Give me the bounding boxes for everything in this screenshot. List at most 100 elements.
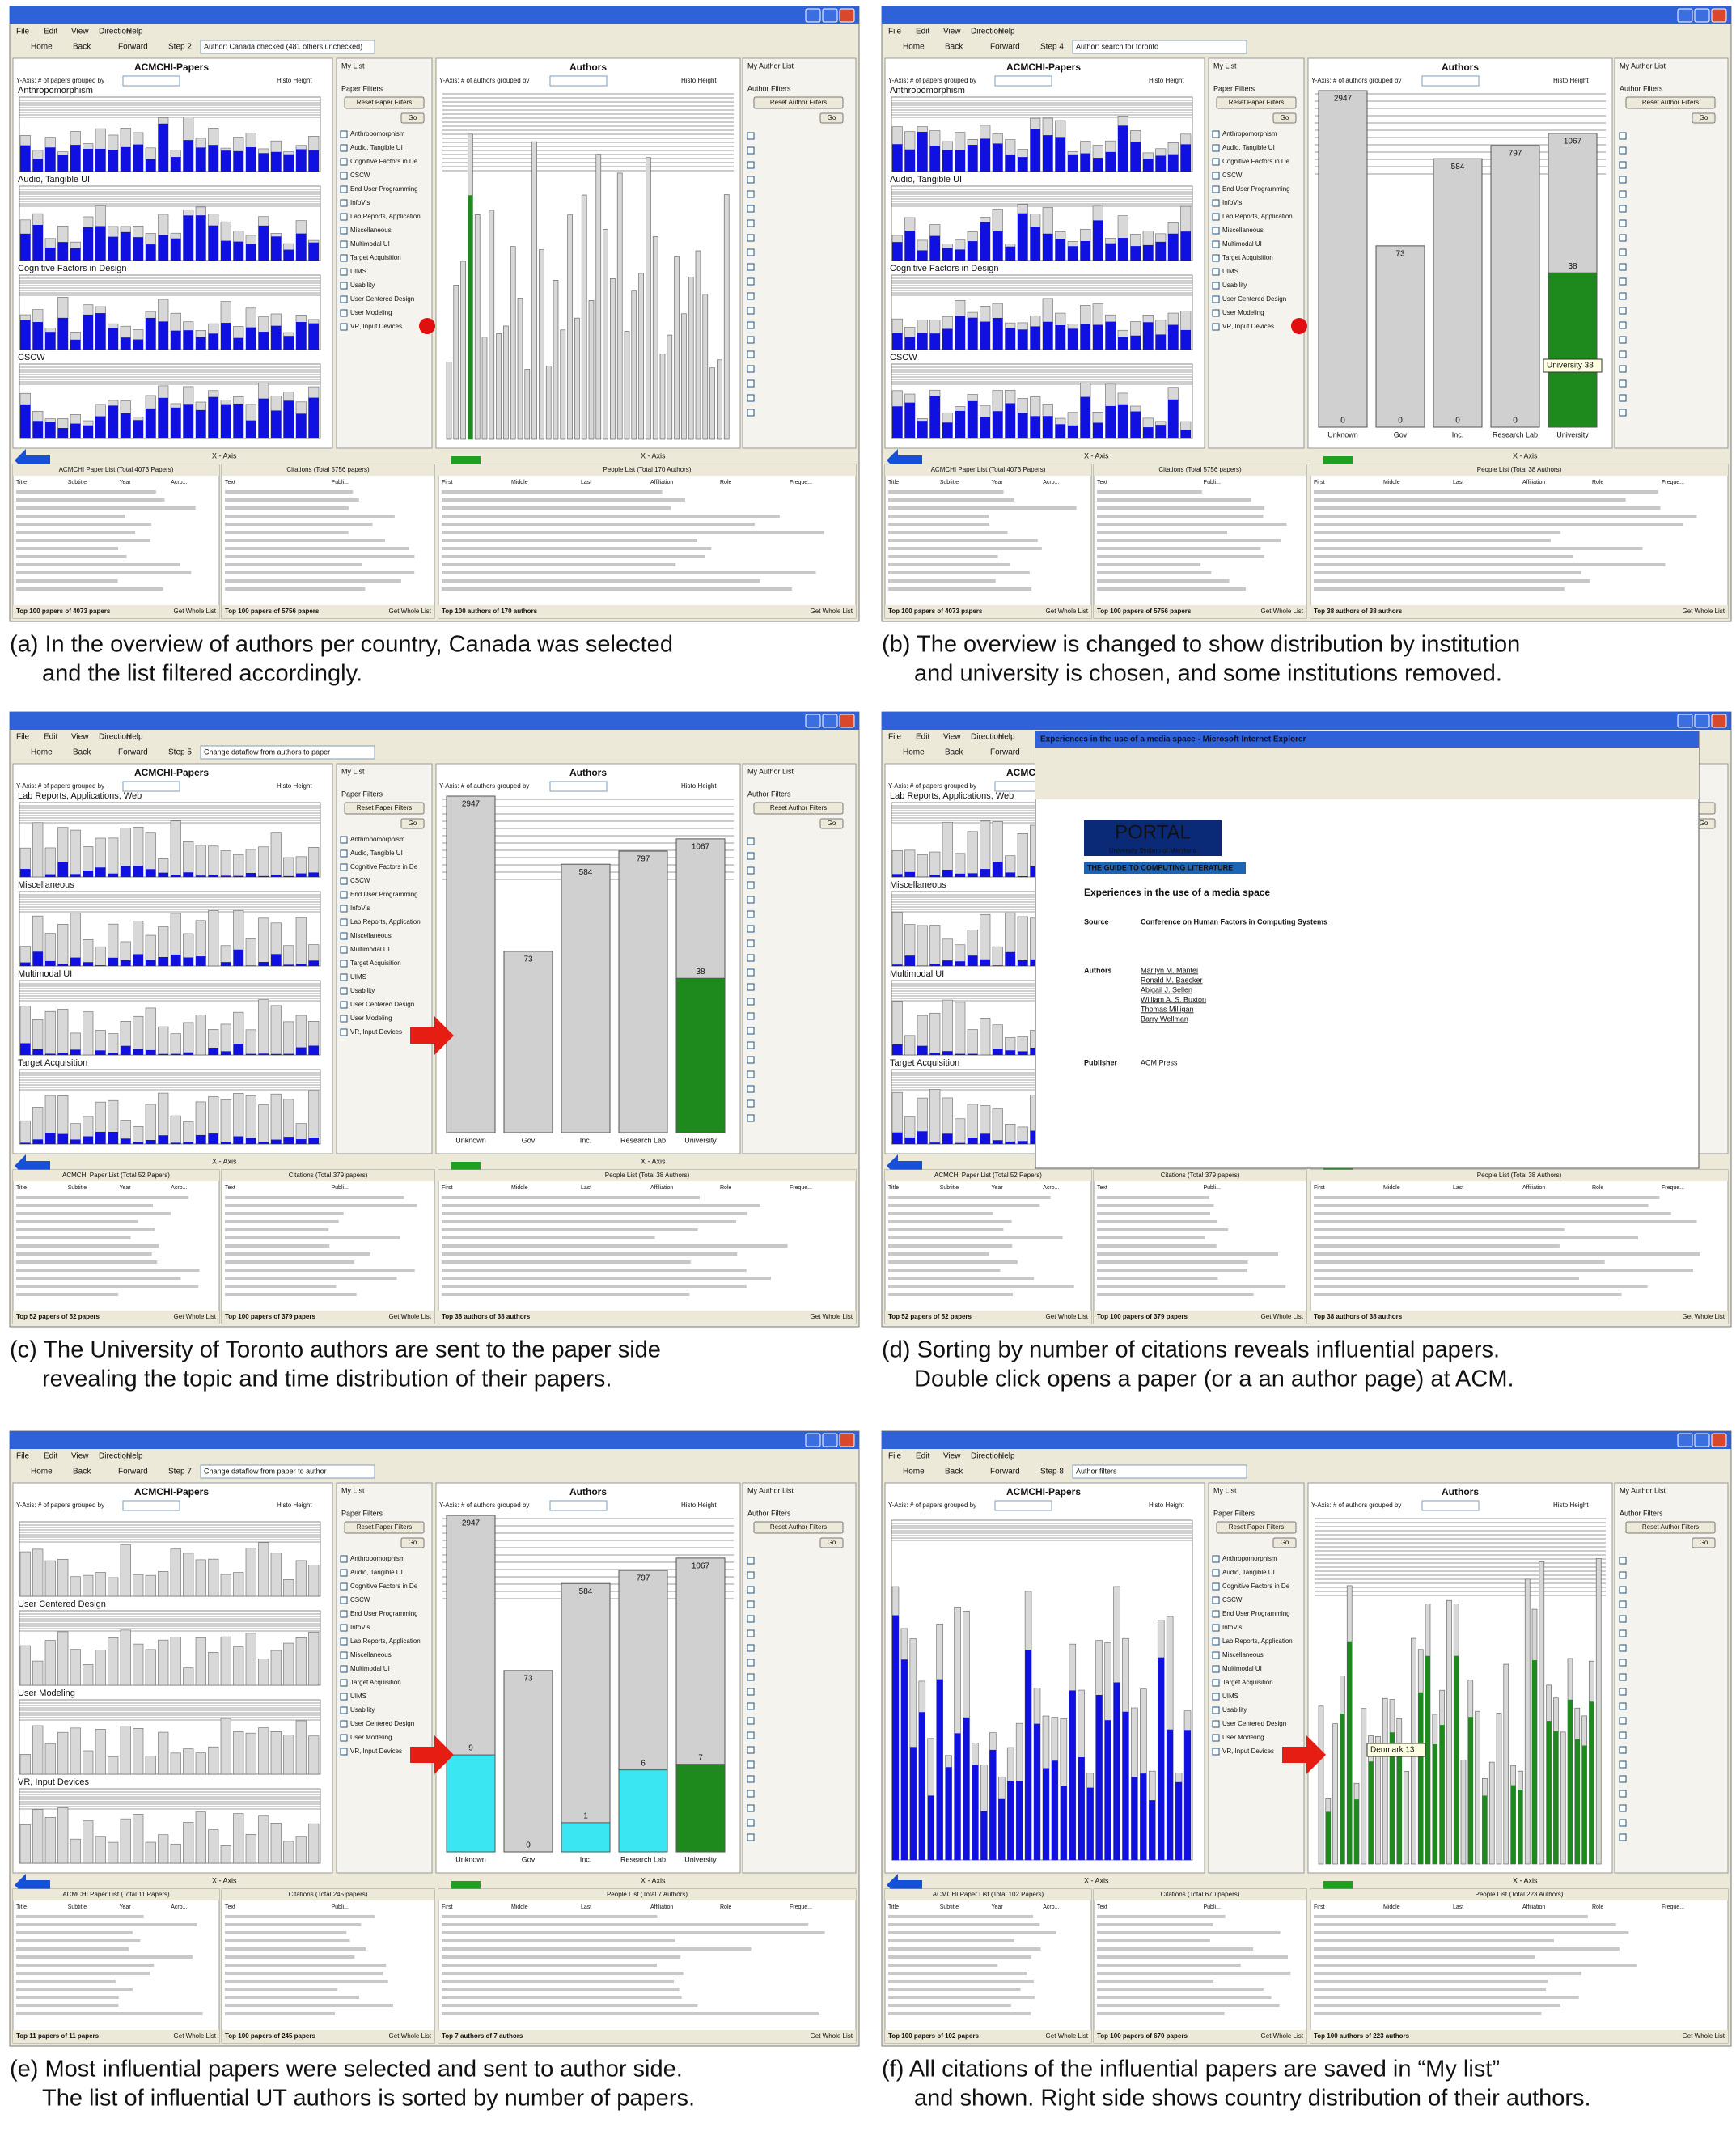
selected-bar bbox=[468, 195, 472, 439]
column-header: Freque... bbox=[1662, 1904, 1684, 1910]
histogram-fill bbox=[955, 150, 966, 172]
filter-item: Miscellaneous bbox=[350, 1651, 392, 1659]
histogram-fill bbox=[108, 328, 119, 350]
histogram-bar bbox=[284, 1022, 294, 1055]
selected-bar bbox=[1347, 1642, 1352, 1864]
list-row bbox=[1314, 1964, 1637, 1967]
histogram-fill bbox=[246, 873, 256, 877]
bar bbox=[1539, 1561, 1544, 1864]
checkbox bbox=[1620, 322, 1626, 328]
histogram-fill bbox=[1149, 1800, 1155, 1860]
list-row bbox=[1314, 1947, 1620, 1951]
list-row bbox=[1097, 1972, 1290, 1975]
histogram-fill bbox=[221, 405, 231, 438]
toolbar-button: Home bbox=[903, 43, 925, 52]
histogram-fill bbox=[58, 428, 69, 438]
list-row bbox=[442, 515, 780, 518]
list-row bbox=[1097, 1293, 1254, 1296]
histogram-fill bbox=[968, 955, 978, 966]
list-row bbox=[16, 1269, 199, 1272]
histogram-fill bbox=[95, 867, 106, 877]
column-header: Text bbox=[1097, 480, 1107, 485]
list-row bbox=[16, 490, 156, 494]
list-row bbox=[225, 1293, 357, 1296]
pane-title: Authors bbox=[569, 1486, 607, 1498]
button-label: Reset Author Filters bbox=[770, 804, 827, 811]
bar bbox=[504, 951, 553, 1133]
menu-item: Edit bbox=[44, 28, 57, 36]
facet-label: Target Acquisition bbox=[18, 1058, 87, 1068]
list-row bbox=[1314, 1285, 1648, 1288]
menu-item: File bbox=[888, 28, 902, 36]
category-label: University bbox=[684, 1855, 717, 1863]
histogram-fill bbox=[1078, 1757, 1085, 1860]
button-label: Get Whole List bbox=[1261, 1313, 1304, 1320]
histogram-bar bbox=[309, 1091, 320, 1144]
histogram-fill bbox=[133, 954, 144, 966]
toolbar-button: Back bbox=[945, 1468, 963, 1476]
axis-label: Histo Height bbox=[277, 1502, 312, 1509]
list-row bbox=[442, 1252, 737, 1256]
histogram-fill bbox=[1006, 872, 1016, 877]
list-row bbox=[888, 1996, 1035, 1999]
histogram-bar bbox=[246, 1633, 256, 1685]
histogram-bar bbox=[246, 1548, 256, 1596]
banner-text: THE GUIDE TO COMPUTING LITERATURE bbox=[1087, 863, 1233, 871]
list-row bbox=[225, 1236, 400, 1239]
histogram-fill bbox=[1175, 1782, 1182, 1860]
histogram-fill bbox=[171, 1054, 181, 1055]
histogram-fill bbox=[171, 875, 181, 877]
histogram-fill bbox=[296, 234, 307, 261]
list-row bbox=[1314, 1204, 1649, 1207]
checkbox bbox=[747, 322, 754, 328]
histogram-fill bbox=[146, 318, 156, 350]
histogram-fill bbox=[1043, 234, 1053, 261]
histogram-fill bbox=[1131, 1777, 1137, 1860]
column-header: First bbox=[1314, 480, 1325, 485]
filter-item: Cognitive Factors in De bbox=[1222, 1582, 1290, 1590]
histogram-bar bbox=[284, 1841, 294, 1863]
histogram-bar bbox=[121, 1726, 131, 1774]
histogram-fill bbox=[928, 1795, 934, 1860]
histogram-fill bbox=[234, 338, 244, 350]
filter-item: Usability bbox=[350, 282, 375, 289]
histogram-fill bbox=[980, 138, 991, 172]
filter-item: Audio, Tangible UI bbox=[350, 144, 403, 151]
facet-label: Audio, Tangible UI bbox=[18, 175, 90, 184]
histogram-fill bbox=[1168, 155, 1179, 172]
axis-label: Y-Axis: # of authors grouped by bbox=[1311, 77, 1401, 84]
panel-label: My Author List bbox=[1620, 1486, 1666, 1494]
filter-item: User Modeling bbox=[1222, 1734, 1264, 1741]
button-label: Go bbox=[1281, 114, 1289, 121]
list-row bbox=[1097, 515, 1263, 518]
list-row bbox=[1097, 1204, 1213, 1207]
histogram-fill bbox=[45, 147, 56, 172]
toolbar-button: Back bbox=[945, 43, 963, 52]
list-row bbox=[16, 1980, 116, 1983]
histogram-bar bbox=[196, 1560, 206, 1596]
list-row bbox=[888, 547, 1042, 550]
toolbar-button: Back bbox=[73, 43, 91, 52]
list-row bbox=[1314, 555, 1573, 558]
histogram-fill bbox=[45, 332, 56, 350]
button-label: Get Whole List bbox=[174, 2032, 217, 2040]
histogram-fill bbox=[95, 417, 106, 438]
histogram-bar bbox=[271, 1823, 282, 1863]
list-row bbox=[16, 1277, 180, 1280]
histogram-fill bbox=[271, 326, 282, 350]
button-label: Go bbox=[1281, 1539, 1289, 1546]
title-bar bbox=[882, 6, 1731, 24]
histogram-fill bbox=[209, 1133, 219, 1144]
histogram-bar bbox=[246, 938, 256, 966]
checkbox bbox=[747, 147, 754, 154]
toolbar-button: Back bbox=[73, 1468, 91, 1476]
list-row bbox=[225, 1196, 404, 1199]
button-label: Reset Author Filters bbox=[1642, 99, 1699, 106]
histogram-fill bbox=[209, 226, 219, 261]
field-value: ACM Press bbox=[1141, 1058, 1178, 1066]
histogram-fill bbox=[33, 1049, 44, 1055]
histogram-fill bbox=[184, 958, 194, 966]
list-row bbox=[225, 563, 362, 566]
bar bbox=[639, 273, 644, 439]
toolbar-button: Home bbox=[31, 43, 53, 52]
